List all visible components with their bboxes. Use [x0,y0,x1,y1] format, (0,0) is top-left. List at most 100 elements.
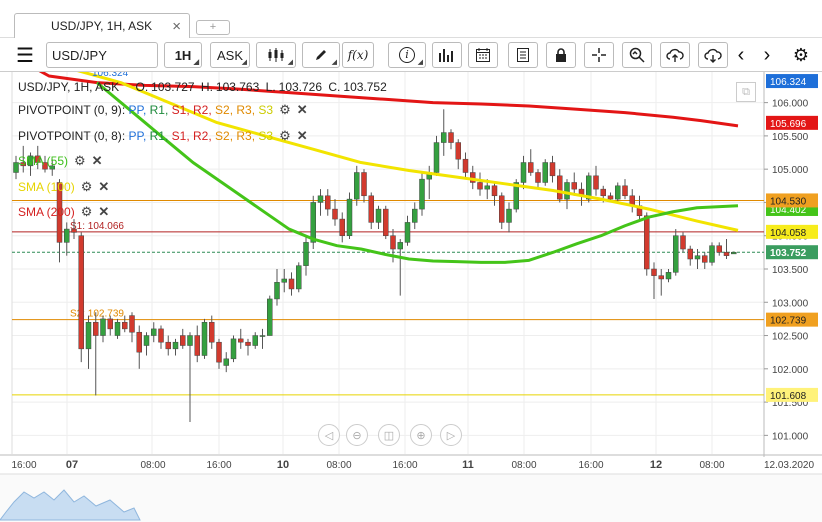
download-button[interactable] [698,42,728,68]
zoom-in-icon[interactable]: ⊕ [410,424,432,446]
legend-part: R3, [236,103,259,117]
reset-zoom-icon[interactable]: ◫ [378,424,400,446]
price-tag-tag-s2 [766,312,818,327]
settings-gear-icon[interactable]: ⚙ [792,44,810,65]
candle-body [441,132,447,143]
candle-body [281,278,287,283]
close-icon[interactable]: ✕ [91,153,103,168]
price-tag-tag-s3 [766,387,818,402]
candle-body [259,335,266,337]
toolbar: ☰ USD/JPY 1H ◢ ASK ◢ ◢ ◢ f(x) i ◢ ‹ › ⚙ [0,38,822,72]
candle-body [506,208,512,223]
navigator-area [0,489,141,521]
candle-body [107,318,113,330]
chart-svg[interactable]: S1: 104.066 S2: 102.739 106.324 106.000 105.… [0,72,822,522]
bar-chart-icon [439,49,453,62]
candle-body [158,328,164,343]
legend-name: PIVOTPOINT (0, 8) [18,129,122,143]
x-tick-label: 16:00 [392,460,417,471]
legend-part: : [121,129,129,143]
candle-body [339,218,345,236]
indicators-button[interactable]: f(x) [342,42,374,68]
gear-icon[interactable]: ⚙ [80,204,93,219]
candle-body [680,235,686,250]
zoom-out-icon[interactable]: ⊖ [346,424,368,446]
legend-sma55[interactable]: SMA (55) ⚙ ✕ [18,153,103,169]
legend-sma100[interactable]: SMA (100) ⚙ ✕ [18,179,109,195]
candle-body [93,321,99,336]
upload-button[interactable] [660,42,690,68]
scroll-right-icon[interactable]: ▷ [440,424,462,446]
price-side-label: ASK [216,47,243,63]
close-icon[interactable]: ✕ [98,204,110,219]
candle-body [658,275,664,280]
news-button[interactable] [508,42,538,68]
candle-body [412,208,418,223]
symbol-select[interactable]: USD/JPY [46,42,158,68]
candle-body [216,341,222,363]
info-button[interactable]: i ◢ [388,42,426,68]
close-icon[interactable]: ✕ [296,102,308,117]
high-value: 103.763 [215,80,260,94]
scroll-left-icon[interactable]: ◁ [318,424,340,446]
price-tag-tag-sma200 [766,115,818,130]
candle-body [332,208,338,220]
zoom-button[interactable] [622,42,652,68]
gear-icon[interactable]: ⚙ [279,128,291,143]
legend-part: S3 [258,103,274,117]
price-tag-label-tag-r1: 104.530 [770,196,807,207]
symbol-select-value: USD/JPY [52,47,107,63]
candle-body [245,341,251,346]
price-tag-label-tag-sma200: 105.696 [770,119,807,130]
price-tag-label-tag-sma55: 104.402 [770,205,807,216]
level-label-lvl-s2: S2: 102.739 [70,309,124,320]
info-icon: i [399,47,415,63]
popout-icon[interactable]: ⧉ [736,82,756,102]
prev-icon[interactable]: ‹ [737,43,745,66]
candle-body [354,172,360,200]
gear-icon[interactable]: ⚙ [74,153,86,168]
next-icon[interactable]: › [763,43,771,66]
candle-body [383,208,389,236]
lock-icon [556,48,566,62]
candle-body [513,182,519,210]
close-icon[interactable]: × [172,18,181,35]
candle-body [702,255,708,263]
candle-body [716,245,722,253]
top-price-label: 106.324 [92,72,129,79]
candle-body [542,162,548,183]
close-icon[interactable]: ✕ [98,179,110,194]
candle-body [13,162,19,173]
price-side-button[interactable]: ASK ◢ [210,42,250,68]
calendar-button[interactable] [468,42,498,68]
candle-body [310,202,316,243]
chart-type-button[interactable]: ◢ [256,42,296,68]
candle-body [151,328,157,336]
lock-button[interactable] [546,42,576,68]
legend-pivot2[interactable]: PIVOTPOINT (0, 8): PP, R1, S1, R2, S2, R… [18,128,308,144]
candle-body [477,182,483,190]
sma-line-sma100 [76,72,739,232]
gear-icon[interactable]: ⚙ [279,102,291,117]
close-icon[interactable]: ✕ [296,128,308,143]
add-tab-button[interactable]: + [196,20,230,35]
candle-body [651,268,657,276]
legend-pivot1[interactable]: PIVOTPOINT (0, 9): PP, R1, S1, R2, S2, R… [18,102,308,118]
volume-button[interactable] [432,42,462,68]
candle-body [100,318,106,336]
price-tag-label-tag-last: 103.752 [770,248,807,259]
legend-part: S3 [258,129,274,143]
gear-icon[interactable]: ⚙ [80,179,93,194]
crosshair-button[interactable] [584,42,614,68]
candle-body [600,188,606,197]
timeframe-button[interactable]: 1H ◢ [164,42,202,68]
candle-body [78,235,84,350]
candle-body [165,341,171,350]
level-label-lvl-r: S1: 104.066 [70,221,124,232]
candle-body [238,338,244,343]
legend-sma200[interactable]: SMA (200) ⚙ ✕ [18,204,109,220]
drawing-tool-button[interactable]: ◢ [302,42,340,68]
candle-body [122,321,128,330]
chart-tab[interactable]: USD/JPY, 1H, ASK × [14,13,190,38]
hamburger-menu-icon[interactable]: ☰ [16,44,34,67]
